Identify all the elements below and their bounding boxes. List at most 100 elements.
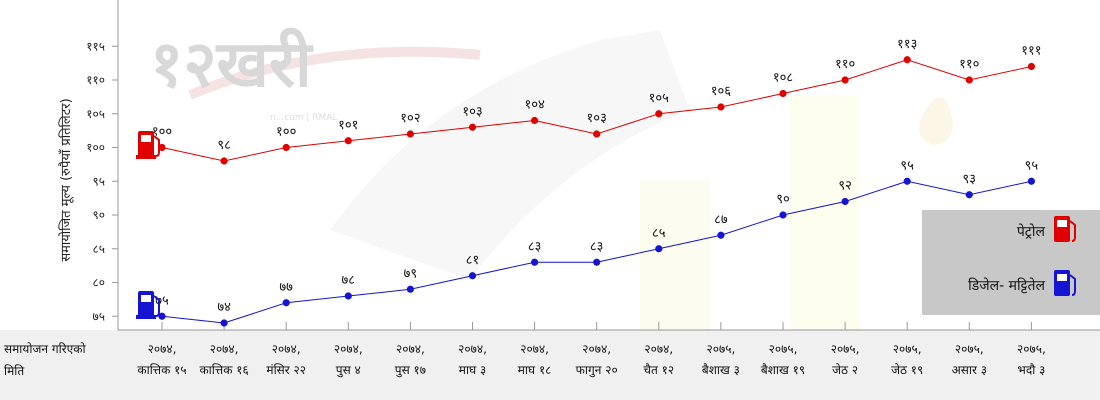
data-label: १०८: [773, 71, 794, 86]
x-tick-label-date: मंसिर २२: [266, 363, 306, 377]
data-point: [593, 258, 601, 266]
data-label: ८१: [466, 253, 480, 268]
y-tick-label: ८०: [93, 276, 105, 290]
legend-diesel-pump-icon: [1054, 270, 1076, 296]
data-label: १०५: [649, 91, 670, 106]
data-point: [593, 130, 601, 138]
data-label: ७८: [342, 273, 356, 288]
data-point: [965, 191, 973, 199]
diesel-start-pump-icon: [136, 291, 160, 319]
x-axis-ticks: २०७४, कात्तिक १५ २०७४, कात्तिक १६ २०७४, मंसिर…: [137, 322, 1046, 378]
legend-diesel-label: डिजेल- मट्टितेल: [968, 277, 1045, 294]
data-point: [282, 143, 290, 152]
data-point: [468, 123, 477, 131]
data-label: ८७: [714, 212, 728, 227]
data-point: [220, 319, 228, 327]
data-label: ७५: [155, 293, 169, 308]
data-point: [655, 110, 663, 118]
data-point: [220, 157, 228, 165]
legend-petrol-label: पेट्रोल: [1017, 223, 1046, 240]
x-tick-label-date: कात्तिक १६: [199, 363, 248, 377]
x-tick-label-year: २०७४,: [582, 342, 611, 356]
data-label: १०२: [400, 111, 420, 126]
data-point: [468, 272, 477, 280]
data-label: ११०: [835, 57, 855, 72]
watermark-small-text: n...com | RMAL: [270, 113, 337, 123]
data-point: [282, 299, 290, 307]
data-point: [841, 197, 849, 206]
x-tick-label-date: बैशाख १९: [761, 363, 805, 377]
background-watermark: [188, 30, 953, 330]
data-label: १००: [276, 125, 296, 140]
data-point: [531, 258, 539, 266]
x-tick-label-year: २०७५,: [769, 342, 798, 356]
data-point: [903, 56, 911, 64]
data-point: [344, 292, 352, 300]
x-tick-label-date: असार ३: [952, 363, 987, 377]
data-label: ११३: [897, 37, 917, 52]
x-tick-label-year: २०७४,: [396, 342, 425, 356]
data-point: [344, 137, 352, 145]
x-tick-label-date: माघ १८: [518, 363, 552, 377]
data-label: ७९: [404, 266, 418, 281]
data-point: [717, 103, 725, 111]
data-label: ७४: [217, 300, 231, 315]
x-tick-label-date: जेठ १९: [891, 363, 923, 377]
x-tick-label-year: २०७४,: [210, 342, 239, 356]
series-petrol: १०० ९८ १०० १०१ १०२ १०३ १०४ १०३ १०५ १०६ १०८ ११० ११३ ११…: [152, 37, 1042, 165]
x-tick-label-year: २०७४,: [644, 342, 673, 356]
y-tick-label: ९०: [93, 208, 105, 222]
data-label: ८३: [590, 239, 604, 254]
data-label: ९०: [776, 192, 790, 207]
y-tick-label: ७५: [93, 309, 105, 323]
data-point: [655, 245, 663, 253]
x-tick-label-date: बैशाख ३: [702, 363, 740, 377]
legend-box: [922, 210, 1100, 315]
legend-petrol-pump-icon: [1054, 216, 1076, 242]
footer-label-line1: समायोजन गरिएको: [4, 342, 86, 356]
data-point: [717, 231, 725, 239]
x-tick-label-date: माघ ३: [459, 363, 486, 377]
y-tick-label: ८५: [93, 242, 105, 256]
x-tick-label-year: २०७४,: [458, 342, 487, 356]
footer-band: [0, 330, 1100, 400]
y-tick-label: ११५: [86, 39, 105, 53]
data-point: [158, 312, 166, 320]
x-tick-label-year: २०७५,: [707, 342, 736, 356]
x-tick-label-year: २०७४,: [272, 342, 301, 356]
x-tick-label-year: २०७४,: [520, 342, 549, 356]
x-tick-label-year: २०७५,: [955, 342, 984, 356]
x-tick-label-year: २०७४,: [148, 342, 177, 356]
data-point: [406, 285, 414, 293]
data-label: १०६: [711, 84, 732, 99]
data-label: १०४: [524, 98, 545, 113]
data-label: ९३: [963, 172, 977, 187]
x-tick-label-date: चैत १२: [643, 363, 674, 377]
x-tick-label-year: २०७४,: [334, 342, 363, 356]
y-axis-title: समायोजित मूल्य (रुपैयाँ प्रतिलिटर): [58, 98, 74, 261]
x-tick-label-date: पुस ४: [336, 363, 361, 378]
data-point: [1027, 62, 1035, 71]
watermark-logo: १२खरी: [150, 27, 314, 102]
y-tick-label: ११०: [86, 73, 105, 87]
data-point: [841, 76, 849, 84]
data-label: ७७: [279, 280, 293, 295]
x-tick-label-date: पुस १७: [395, 363, 426, 378]
data-point: [965, 76, 973, 84]
legend: पेट्रोल डिजेल- मट्टितेल: [922, 210, 1100, 315]
data-label: १०१: [338, 118, 358, 133]
x-tick-label-date: फागुन २०: [576, 363, 618, 378]
x-tick-label-year: २०७५,: [1017, 342, 1046, 356]
data-point: [158, 143, 166, 152]
x-tick-label-year: २०७५,: [831, 342, 860, 356]
x-tick-label-date: जेठ २: [832, 363, 858, 377]
data-point: [779, 89, 787, 98]
y-tick-label: ९५: [93, 174, 105, 188]
petrol-start-pump-icon: [136, 131, 160, 159]
data-label: १०३: [462, 104, 482, 119]
data-point: [531, 116, 539, 125]
x-tick-label-date: कात्तिक १५: [137, 363, 186, 377]
data-label: ८५: [652, 226, 666, 241]
